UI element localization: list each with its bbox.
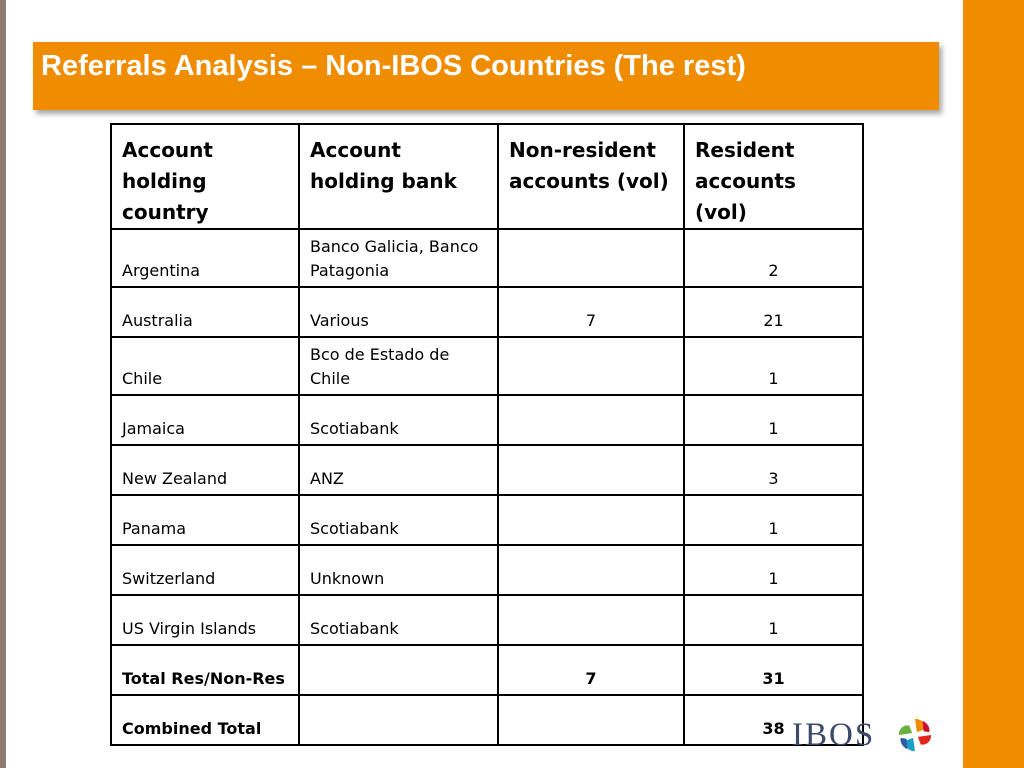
cell-resident: 3 — [683, 444, 864, 496]
cell-bank — [298, 644, 499, 696]
cell-nonresident — [497, 228, 685, 288]
table-row: Australia Various 7 21 — [110, 286, 864, 338]
cell-nonresident — [497, 336, 685, 396]
cell-bank: Unknown — [298, 544, 499, 596]
cell-country: Argentina — [110, 228, 300, 288]
cell-bank: ANZ — [298, 444, 499, 496]
cell-resident: 38 — [683, 694, 864, 746]
table-row: Panama Scotiabank 1 — [110, 494, 864, 546]
cell-bank: Various — [298, 286, 499, 338]
cell-country: Australia — [110, 286, 300, 338]
table-row: US Virgin Islands Scotiabank 1 — [110, 594, 864, 646]
cell-nonresident — [497, 544, 685, 596]
cell-resident: 31 — [683, 644, 864, 696]
cell-bank: Scotiabank — [298, 494, 499, 546]
cell-bank: Bco de Estado de Chile — [298, 336, 499, 396]
table-row: Chile Bco de Estado de Chile 1 — [110, 336, 864, 396]
cell-nonresident — [497, 494, 685, 546]
table-header-row: Account holding country Account holding … — [110, 123, 864, 230]
combined-total-row: Combined Total 38 — [110, 694, 864, 746]
cell-resident: 21 — [683, 286, 864, 338]
header-resident: Resident accounts (vol) — [683, 123, 864, 230]
cell-country: Switzerland — [110, 544, 300, 596]
cell-country: US Virgin Islands — [110, 594, 300, 646]
cell-resident: 1 — [683, 336, 864, 396]
cell-bank: Scotiabank — [298, 594, 499, 646]
table-row: Jamaica Scotiabank 1 — [110, 394, 864, 446]
cell-nonresident: 7 — [497, 644, 685, 696]
cell-country: Total Res/Non-Res — [110, 644, 300, 696]
cell-nonresident: 7 — [497, 286, 685, 338]
header-bank: Account holding bank — [298, 123, 499, 230]
title-banner: Referrals Analysis – Non-IBOS Countries … — [33, 42, 939, 110]
referrals-table: Account holding country Account holding … — [110, 123, 864, 746]
total-row: Total Res/Non-Res 7 31 — [110, 644, 864, 696]
cell-resident: 2 — [683, 228, 864, 288]
cell-bank — [298, 694, 499, 746]
cell-nonresident — [497, 394, 685, 446]
header-country: Account holding country — [110, 123, 300, 230]
cell-resident: 1 — [683, 594, 864, 646]
slide-title: Referrals Analysis – Non-IBOS Countries … — [41, 50, 746, 82]
cell-nonresident — [497, 594, 685, 646]
cell-resident: 1 — [683, 394, 864, 446]
cell-bank: Scotiabank — [298, 394, 499, 446]
logo-text: IBOS — [792, 717, 876, 753]
table-row: Argentina Banco Galicia, Banco Patagonia… — [110, 228, 864, 288]
cell-country: New Zealand — [110, 444, 300, 496]
left-decorative-strip — [0, 0, 6, 768]
ibos-logo-mark-icon — [898, 718, 932, 752]
cell-nonresident — [497, 694, 685, 746]
cell-country: Chile — [110, 336, 300, 396]
header-nonresident: Non-resident accounts (vol) — [497, 123, 685, 230]
ibos-logo: IBOS — [792, 716, 934, 760]
cell-country: Combined Total — [110, 694, 300, 746]
right-accent-bar — [963, 0, 1024, 768]
cell-country: Jamaica — [110, 394, 300, 446]
cell-nonresident — [497, 444, 685, 496]
cell-resident: 1 — [683, 494, 864, 546]
cell-country: Panama — [110, 494, 300, 546]
cell-bank: Banco Galicia, Banco Patagonia — [298, 228, 499, 288]
cell-resident: 1 — [683, 544, 864, 596]
table-row: New Zealand ANZ 3 — [110, 444, 864, 496]
table-row: Switzerland Unknown 1 — [110, 544, 864, 596]
